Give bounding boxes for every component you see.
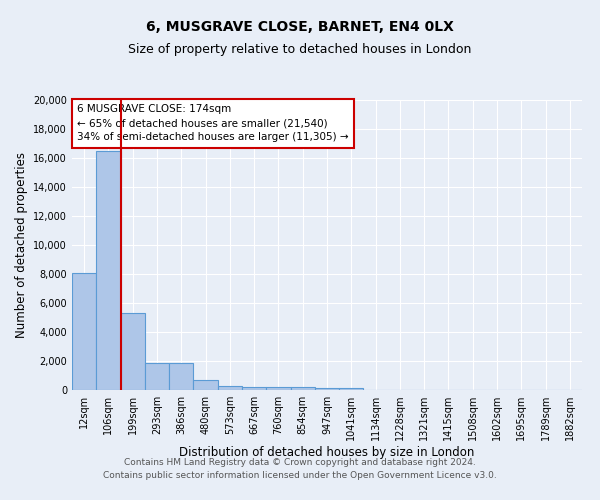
- Bar: [96, 151, 121, 390]
- Bar: [121, 313, 145, 390]
- Bar: [193, 380, 218, 390]
- Text: 6, MUSGRAVE CLOSE, BARNET, EN4 0LX: 6, MUSGRAVE CLOSE, BARNET, EN4 0LX: [146, 20, 454, 34]
- Bar: [339, 388, 364, 390]
- Bar: [169, 363, 193, 390]
- Bar: [315, 388, 339, 390]
- Y-axis label: Number of detached properties: Number of detached properties: [15, 152, 28, 338]
- Bar: [145, 363, 169, 390]
- Bar: [242, 386, 266, 390]
- Text: Contains HM Land Registry data © Crown copyright and database right 2024.
Contai: Contains HM Land Registry data © Crown c…: [103, 458, 497, 480]
- Text: Size of property relative to detached houses in London: Size of property relative to detached ho…: [128, 42, 472, 56]
- X-axis label: Distribution of detached houses by size in London: Distribution of detached houses by size …: [179, 446, 475, 459]
- Bar: [290, 388, 315, 390]
- Text: 6 MUSGRAVE CLOSE: 174sqm
← 65% of detached houses are smaller (21,540)
34% of se: 6 MUSGRAVE CLOSE: 174sqm ← 65% of detach…: [77, 104, 349, 142]
- Bar: [266, 387, 290, 390]
- Bar: [72, 272, 96, 390]
- Bar: [218, 386, 242, 390]
